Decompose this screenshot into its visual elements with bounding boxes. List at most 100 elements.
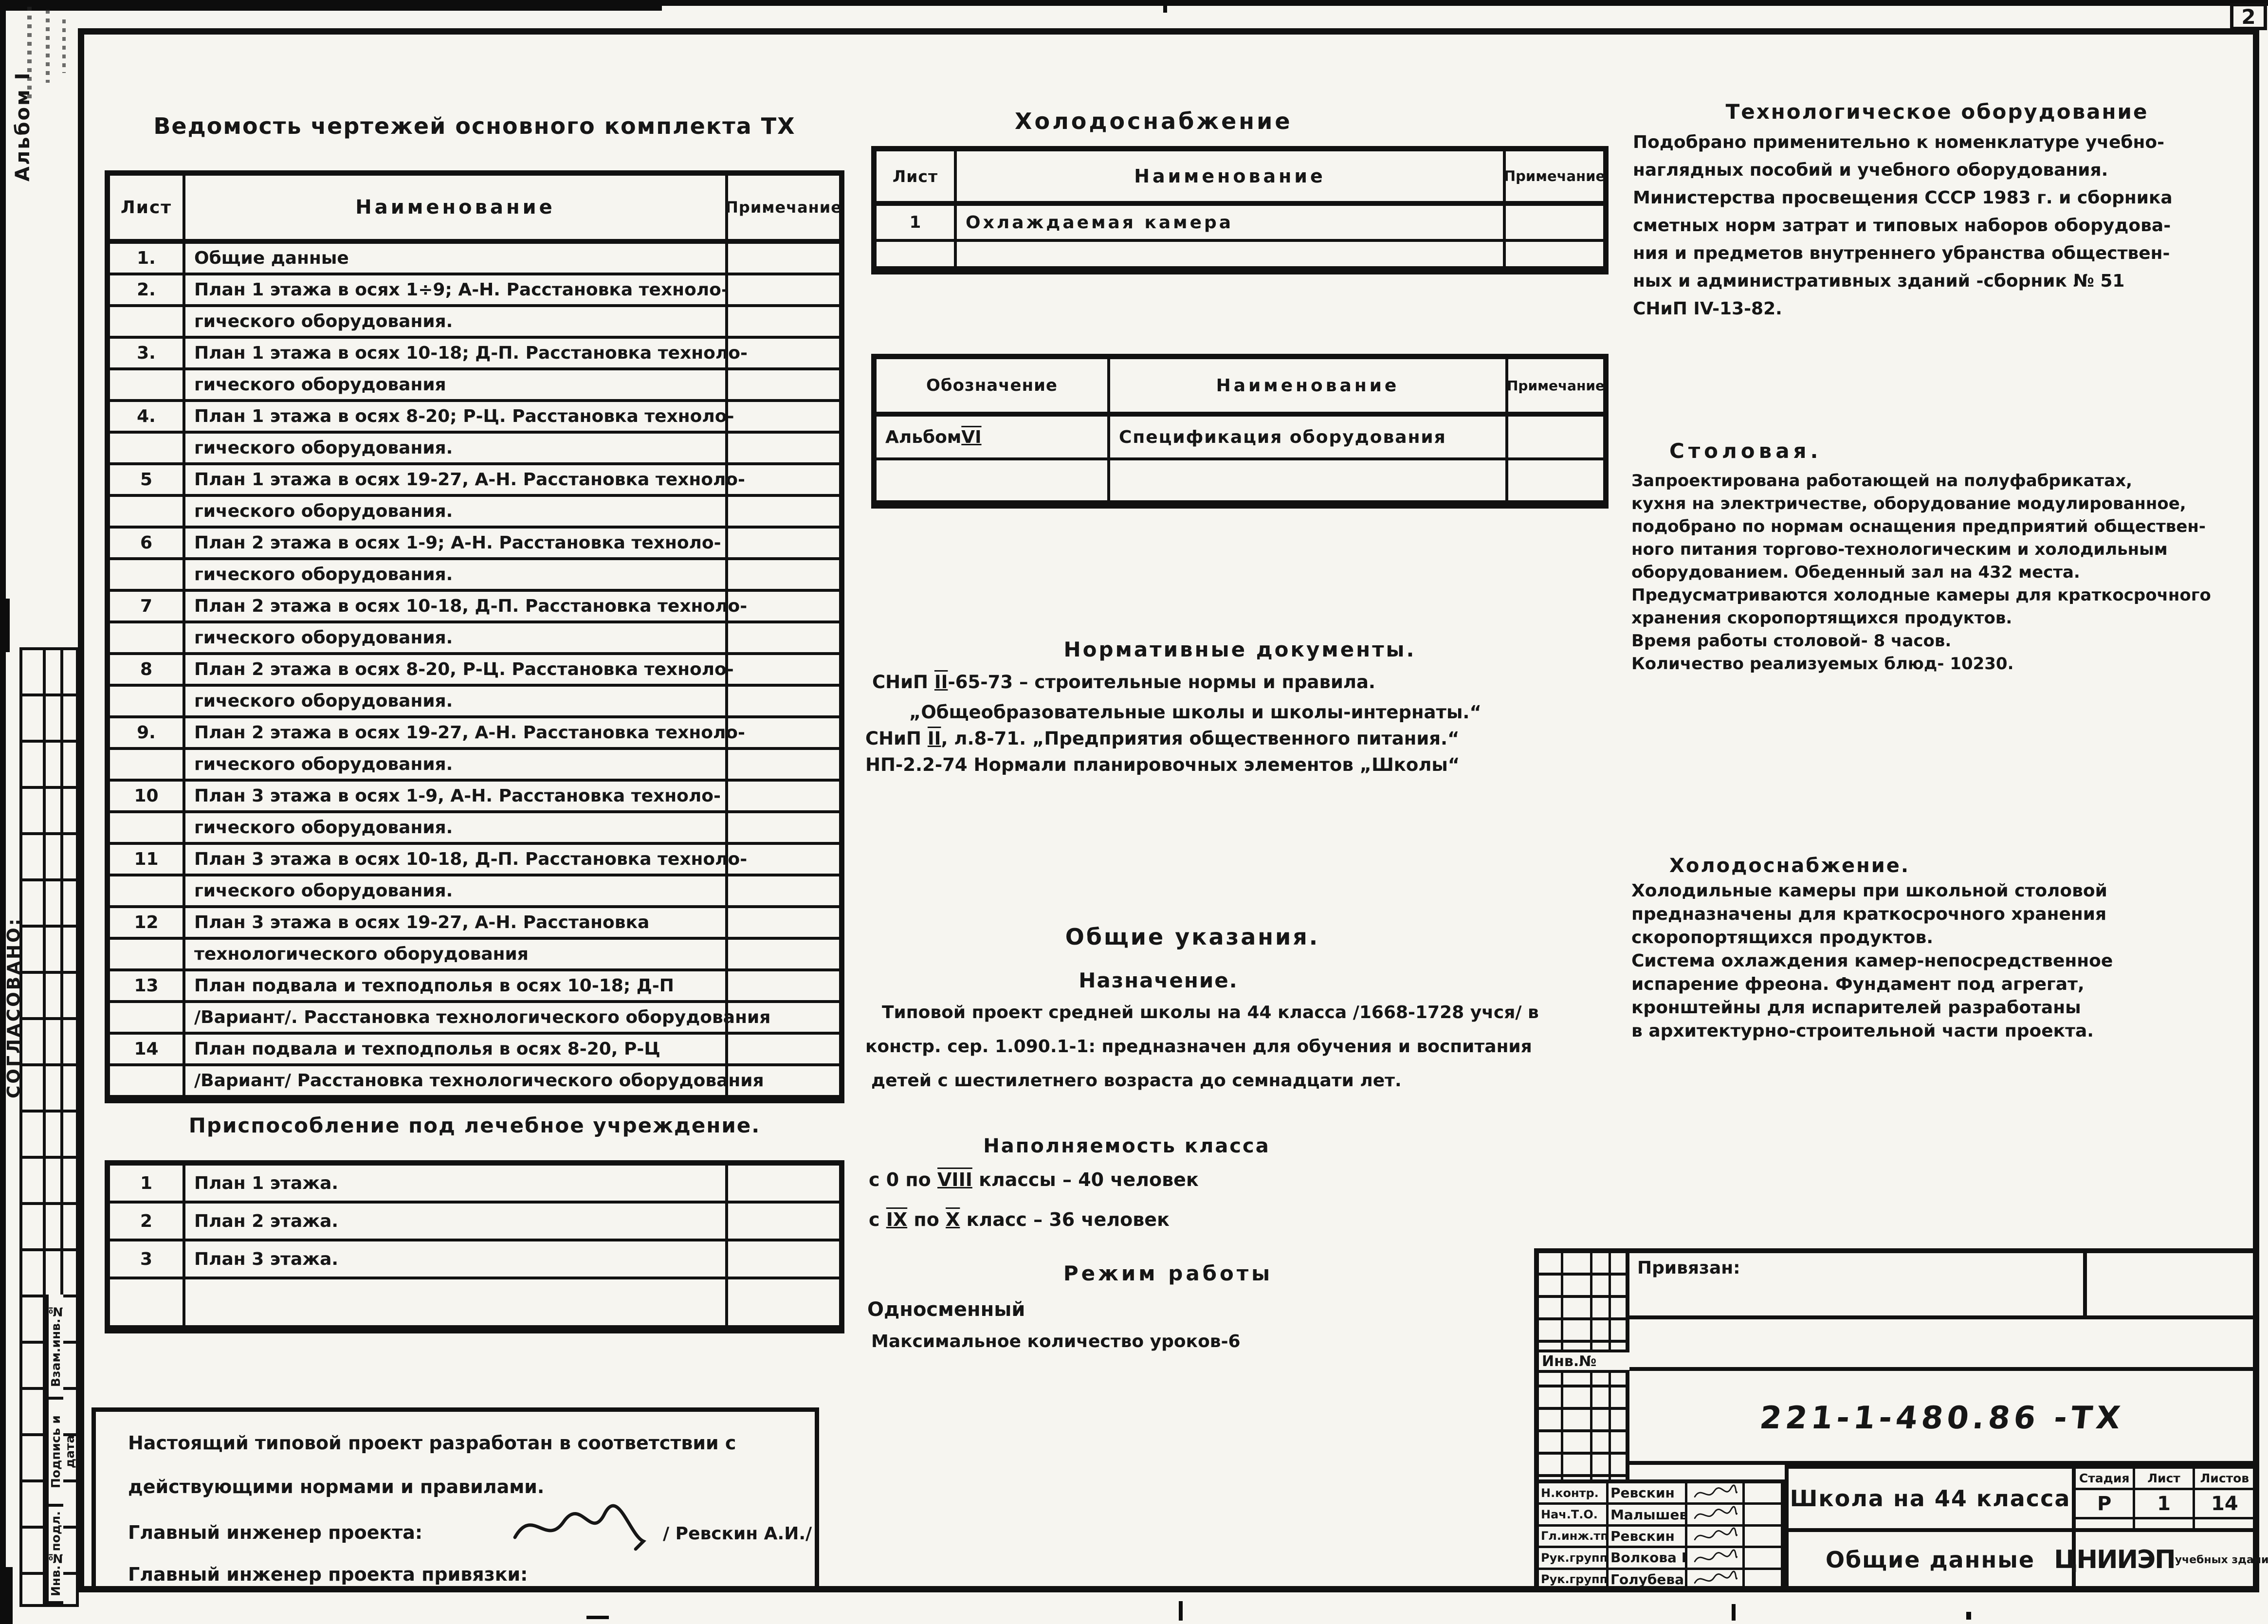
person-signature-cell bbox=[1687, 1526, 1745, 1549]
purpose-line-2: констр. сер. 1.090.1-1: предназначен для… bbox=[865, 1037, 1532, 1057]
cold-section-title: Холодоснабжение. bbox=[1669, 855, 1910, 877]
margin-grid-col-b bbox=[46, 650, 63, 1297]
register-table: Лист Наименование Примечание 1. Общие да… bbox=[105, 170, 844, 1103]
normative-line-2: „Общеобразовательные школы и школы-интер… bbox=[909, 702, 1482, 723]
signature-icon bbox=[1694, 1549, 1738, 1562]
vzam-inv-label: Взам.инв.№ bbox=[46, 1295, 63, 1400]
person-extra-cell bbox=[1745, 1527, 1785, 1549]
cold-section-paragraph: Холодильные камеры при школьной столовой… bbox=[1631, 881, 2259, 1044]
sheet-name-cell bbox=[185, 1279, 728, 1328]
canteen-line: Предусматриваются холодные камеры для кр… bbox=[1631, 585, 2211, 605]
doc-number: 221-1-480.86 -ТХ bbox=[1758, 1400, 2126, 1436]
sheet-note-cell bbox=[728, 244, 839, 275]
sheet-number-cell: 10 bbox=[110, 782, 185, 813]
normative-line-1: СНиП II-65-73 – строительные нормы и пра… bbox=[872, 672, 1375, 693]
sheets-label: Листов bbox=[2195, 1469, 2254, 1490]
cold-col-note: Примечание bbox=[1504, 151, 1605, 206]
scan-blob-corner bbox=[0, 1567, 13, 1624]
canteen-line: оборудованием. Обеденный зал на 432 мест… bbox=[1631, 563, 2080, 582]
tick-bottom-2 bbox=[1732, 1604, 1736, 1621]
sheet-number-cell: 6 bbox=[110, 529, 185, 560]
sheet-note-cell bbox=[728, 908, 839, 940]
capacity-text: классы – 40 человек bbox=[972, 1169, 1199, 1190]
tech-line: СНиП IV-13-82. bbox=[1633, 299, 1782, 319]
person-name: Ревскин bbox=[1609, 1526, 1687, 1549]
sheet-number-cell: 1 bbox=[877, 206, 957, 242]
sheet-note-cell bbox=[728, 434, 839, 465]
sheet-note-cell bbox=[728, 560, 839, 592]
privyazan-label: Привязан: bbox=[1637, 1258, 1740, 1278]
capacity-roman: IX bbox=[886, 1209, 908, 1230]
mode-line-1: Односменный bbox=[867, 1298, 1025, 1321]
sheet-note-cell bbox=[728, 465, 839, 497]
tech-paragraph: Подобрано применительно к номенклатуре у… bbox=[1633, 132, 2256, 327]
org-cell: ЦНИИЭП учебных зданий bbox=[2054, 1528, 2268, 1588]
doc-number-cell: 221-1-480.86 -ТХ bbox=[1629, 1375, 2254, 1465]
sheet-number-cell bbox=[110, 687, 185, 718]
margin-grid-col-a bbox=[22, 650, 46, 1604]
margin-grid: Взам.инв.№ Подпись и дата Инв.№подл. bbox=[19, 647, 79, 1607]
person-extra-cell bbox=[1745, 1548, 1785, 1570]
sheet-number-cell: 1 bbox=[110, 1166, 185, 1204]
privyazan-corner-cell bbox=[2087, 1253, 2254, 1319]
sheet-name-cell: гического оборудования. bbox=[185, 876, 728, 908]
privyazan-cell: Привязан: bbox=[1629, 1253, 2087, 1319]
person-name: Малышева bbox=[1609, 1505, 1687, 1527]
podpis-data-label: Подпись и дата bbox=[46, 1400, 77, 1507]
mode-title: Режим работы bbox=[1063, 1261, 1273, 1285]
person-extra-cell bbox=[1745, 1483, 1785, 1505]
scan-edge-left bbox=[0, 0, 6, 1624]
tick-top-center bbox=[1163, 0, 1167, 13]
sheet-note-cell bbox=[728, 1003, 839, 1035]
tie-engineer-label: Главный инженер проекта привязки: bbox=[128, 1564, 528, 1585]
page-number: 2 bbox=[2241, 4, 2256, 29]
sheet-number-cell bbox=[110, 560, 185, 592]
sheet-number-cell bbox=[110, 370, 185, 402]
cold-section-line: испарение фреона. Фундамент под агрегат, bbox=[1631, 974, 2085, 994]
cold-table-title: Холодоснабжение bbox=[1015, 108, 1293, 134]
tech-title: Технологическое оборудование bbox=[1725, 100, 2149, 124]
adaptation-table: 1 План 1 этажа. 2 План 2 этажа. 3 План 3… bbox=[105, 1160, 844, 1333]
norm-roman: II bbox=[934, 672, 948, 693]
sheet-name-cell: План 3 этажа в осях 1-9, А-Н. Расстановк… bbox=[185, 782, 728, 813]
sheet-note-cell bbox=[728, 750, 839, 782]
normative-line-3: СНиП II, л.8-71. „Предприятия общественн… bbox=[865, 728, 1459, 749]
cold-section-line: в архитектурно-строительной части проект… bbox=[1631, 1021, 2094, 1041]
page-number-box: 2 bbox=[2230, 3, 2267, 30]
sheet-name-cell: гического оборудования. bbox=[185, 307, 728, 339]
person-name: Волкова В bbox=[1609, 1548, 1687, 1570]
canteen-line: Запроектирована работающей на полуфабрик… bbox=[1631, 471, 2133, 491]
stage-block: Стадия Лист Листов Р 1 14 bbox=[2072, 1465, 2254, 1528]
sheet-number-cell bbox=[110, 750, 185, 782]
sheet-name-cell: План 2 этажа в осях 1-9; А-Н. Расстановк… bbox=[185, 529, 728, 560]
org-name: ЦНИИЭП bbox=[2054, 1545, 2176, 1574]
tick-bottom-4 bbox=[1966, 1612, 1971, 1620]
person-role: Рук.группы bbox=[1539, 1548, 1609, 1570]
sheet-name-cell: Общие данные bbox=[185, 244, 728, 275]
sheet-number-cell: 11 bbox=[110, 845, 185, 876]
capacity-text: по bbox=[907, 1209, 946, 1230]
note-line-1: Настоящий типовой проект разработан в со… bbox=[128, 1432, 736, 1454]
designation-table: Обозначение Наименование Примечание Альб… bbox=[871, 354, 1609, 509]
chief-engineer-name: / Ревскин А.И./ bbox=[663, 1524, 812, 1544]
register-title: Ведомость чертежей основного комплекта Т… bbox=[153, 113, 796, 139]
person-signature-cell bbox=[1687, 1569, 1745, 1591]
scan-edge-top-left bbox=[0, 0, 662, 11]
person-role: Н.контр. bbox=[1539, 1483, 1609, 1505]
sheet-name-cell: План 2 этажа. bbox=[185, 1204, 728, 1241]
stamp-smudge-3 bbox=[62, 19, 66, 73]
norm-roman: II bbox=[927, 728, 941, 749]
sheet-note-cell bbox=[728, 813, 839, 845]
sheet-number-cell: 1. bbox=[110, 244, 185, 275]
sheet-number-cell bbox=[110, 497, 185, 529]
sheet-name-cell: План подвала и техподполья в осях 8-20, … bbox=[185, 1035, 728, 1066]
stage-empty bbox=[2076, 1519, 2136, 1528]
sheet-name-cell: План 1 этажа в осях 19-27, А-Н. Расстано… bbox=[185, 465, 745, 497]
canteen-paragraph: Запроектирована работающей на полуфабрик… bbox=[1631, 471, 2259, 677]
canteen-line: подобрано по нормам оснащения предприяти… bbox=[1631, 517, 2206, 536]
canteen-line: ного питания торгово-технологическим и х… bbox=[1631, 540, 2168, 559]
capacity-line-1: с 0 по VIII классы – 40 человек bbox=[869, 1169, 1199, 1190]
tech-line: Министерства просвещения СССР 1983 г. и … bbox=[1633, 188, 2173, 208]
sheet-number-cell bbox=[110, 876, 185, 908]
sheet-name-cell: Охлаждаемая камера bbox=[957, 206, 1506, 242]
